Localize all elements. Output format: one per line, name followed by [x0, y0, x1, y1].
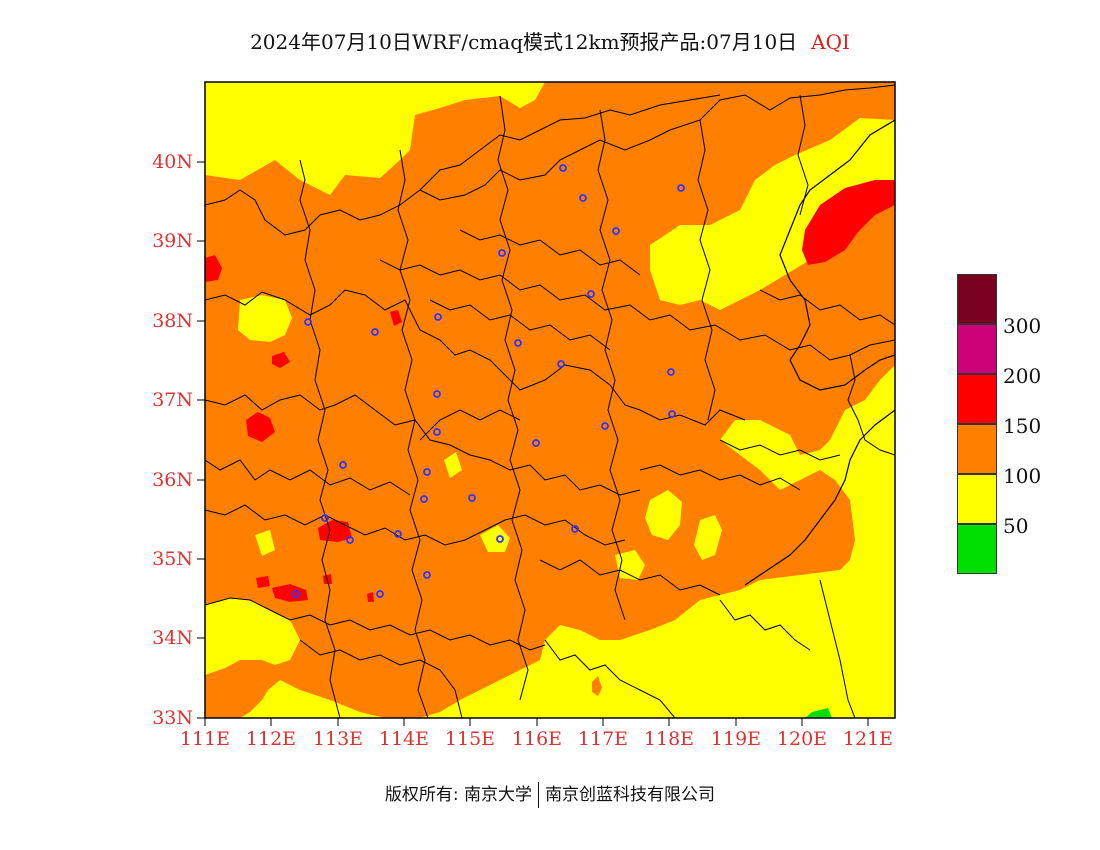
- city-marker: [579, 194, 587, 202]
- coastline: [779, 119, 895, 391]
- city-marker: [433, 428, 441, 436]
- lat-label-35n: 35N: [152, 548, 193, 570]
- city-marker: [423, 468, 431, 476]
- usg-region: [205, 82, 895, 718]
- city-marker: [677, 184, 685, 192]
- lon-label-120e: 120E: [776, 728, 828, 750]
- moderate-region: [694, 515, 722, 560]
- lon-label-117e: 117E: [577, 728, 629, 750]
- coastline: [744, 409, 895, 586]
- lon-label-115e: 115E: [444, 728, 496, 750]
- lon-label-116e: 116E: [511, 728, 563, 750]
- legend-label-200: 200: [1003, 364, 1042, 388]
- moderate-region: [255, 530, 275, 556]
- city-marker: [423, 571, 431, 579]
- footer-divider: [538, 782, 540, 808]
- city-marker: [612, 227, 620, 235]
- moderate-region: [444, 452, 462, 478]
- unhealthy-region: [256, 576, 270, 588]
- legend-label-100: 100: [1003, 464, 1042, 488]
- city-marker: [371, 328, 379, 336]
- lon-label-112e: 112E: [245, 728, 297, 750]
- city-marker: [668, 410, 676, 418]
- city-marker: [498, 249, 506, 257]
- city-marker: [514, 339, 522, 347]
- lat-label-38n: 38N: [152, 310, 193, 332]
- legend-swatch-hazardous: [957, 274, 997, 324]
- lat-label-37n: 37N: [152, 389, 193, 411]
- lon-label-118e: 118E: [643, 728, 695, 750]
- moderate-region: [480, 525, 510, 552]
- legend-swatch-very-unhealthy: [957, 324, 997, 374]
- legend-swatch-unhealthy: [957, 374, 997, 424]
- unhealthy-region: [367, 592, 374, 602]
- city-marker: [420, 495, 428, 503]
- city-marker: [557, 360, 565, 368]
- moderate-region: [615, 550, 645, 580]
- good-region: [805, 708, 832, 718]
- city-markers: [292, 164, 685, 598]
- city-marker: [496, 535, 504, 543]
- lat-label-33n: 33N: [152, 707, 193, 729]
- admin-boundaries: [205, 84, 895, 718]
- map-plot-area: [205, 82, 895, 718]
- title-main: 2024年07月10日WRF/cmaq模式12km预报产品:07月10日: [250, 30, 798, 54]
- legend-swatch-moderate: [957, 474, 997, 524]
- city-marker: [292, 590, 300, 598]
- map-title: 2024年07月10日WRF/cmaq模式12km预报产品:07月10日 AQI: [0, 26, 1100, 55]
- city-marker: [394, 530, 402, 538]
- copyright-footer: 版权所有: 南京大学 南京创蓝科技有限公司: [0, 780, 1100, 808]
- city-marker: [376, 590, 384, 598]
- usg-region: [592, 676, 602, 696]
- city-marker: [667, 368, 675, 376]
- moderate-region: [645, 490, 682, 540]
- lat-label-39n: 39N: [152, 230, 193, 252]
- unhealthy-region: [318, 520, 352, 542]
- lon-label-114e: 114E: [378, 728, 430, 750]
- unhealthy-region: [272, 584, 308, 602]
- city-marker: [339, 461, 347, 469]
- lon-label-111e: 111E: [179, 728, 231, 750]
- city-marker: [434, 313, 442, 321]
- unhealthy-region: [246, 412, 275, 442]
- company-text: 南京创蓝科技有限公司: [545, 785, 716, 805]
- city-marker: [571, 525, 579, 533]
- moderate-region: [238, 295, 292, 342]
- lon-label-113e: 113E: [312, 728, 364, 750]
- lat-label-40n: 40N: [152, 151, 193, 173]
- lat-label-36n: 36N: [152, 469, 193, 491]
- city-marker: [321, 514, 329, 522]
- legend-swatch-good: [957, 524, 997, 574]
- unhealthy-region: [205, 255, 222, 282]
- legend-label-300: 300: [1003, 314, 1042, 338]
- city-marker: [601, 422, 609, 430]
- copyright-text: 版权所有: 南京大学: [384, 785, 533, 805]
- city-marker: [532, 439, 540, 447]
- city-marker: [587, 290, 595, 298]
- legend-label-50: 50: [1003, 514, 1029, 538]
- city-marker: [304, 318, 312, 326]
- axis-ticks: [197, 161, 869, 726]
- lat-label-34n: 34N: [152, 627, 193, 649]
- unhealthy-region: [272, 352, 290, 368]
- lon-label-119e: 119E: [710, 728, 762, 750]
- city-marker: [468, 494, 476, 502]
- unhealthy-region: [390, 310, 402, 326]
- legend-swatch-usg: [957, 424, 997, 474]
- city-marker: [559, 164, 567, 172]
- unhealthy-region: [802, 180, 895, 265]
- title-variable: AQI: [811, 30, 850, 54]
- city-marker: [346, 536, 354, 544]
- lon-label-121e: 121E: [842, 728, 894, 750]
- legend-label-150: 150: [1003, 414, 1042, 438]
- city-marker: [433, 390, 441, 398]
